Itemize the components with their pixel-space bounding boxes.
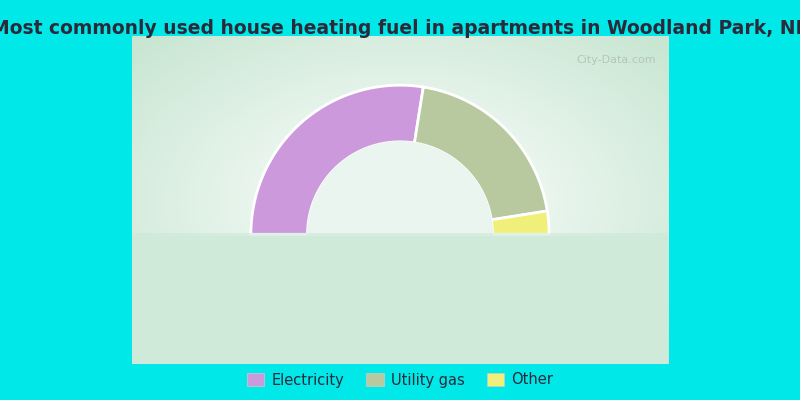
Text: City-Data.com: City-Data.com	[577, 55, 657, 65]
Polygon shape	[491, 211, 549, 234]
Bar	[132, 236, 668, 400]
Polygon shape	[414, 87, 547, 220]
Text: Most commonly used house heating fuel in apartments in Woodland Park, NE: Most commonly used house heating fuel in…	[0, 18, 800, 38]
Legend: Electricity, Utility gas, Other: Electricity, Utility gas, Other	[241, 367, 559, 393]
Circle shape	[307, 142, 493, 327]
Polygon shape	[251, 85, 423, 234]
Bar	[132, 233, 668, 364]
